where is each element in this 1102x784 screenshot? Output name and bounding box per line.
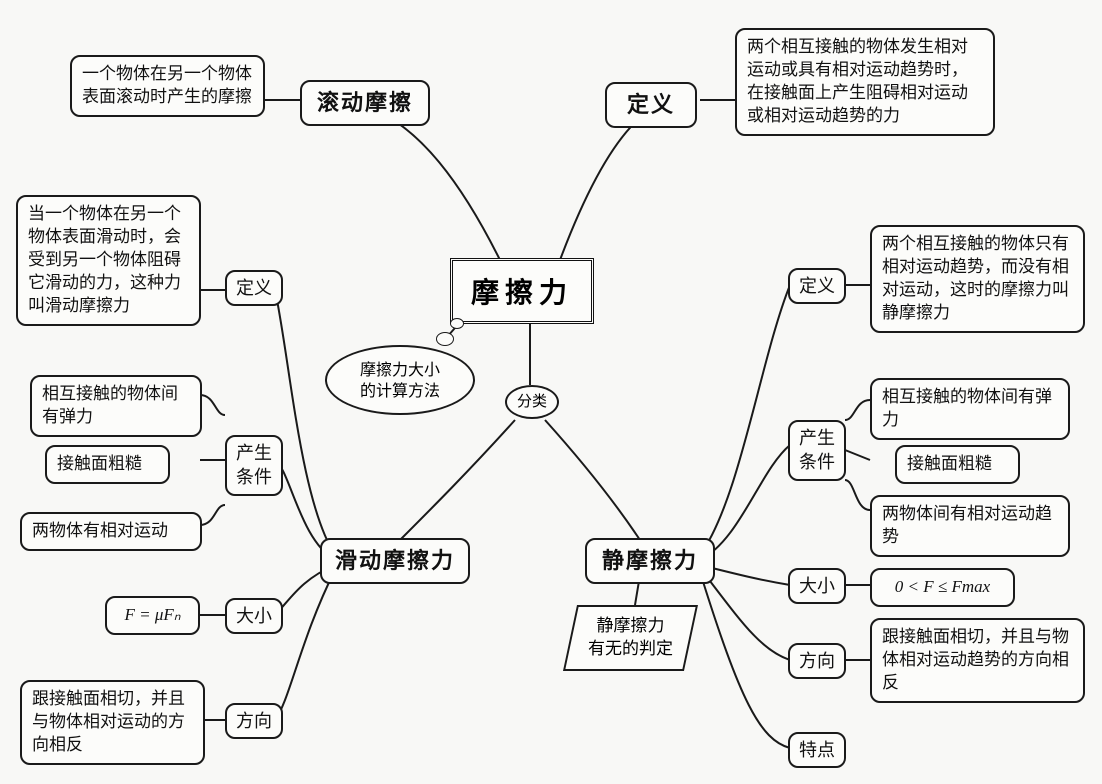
static-cond-item-1: 接触面粗糙 (895, 445, 1020, 484)
static-cond-item-2: 两物体间有相对运动趋势 (870, 495, 1070, 557)
sliding-mag-label: 大小 (225, 598, 283, 634)
sliding-mag-formula: F = μFₙ (105, 596, 200, 635)
mindmap-canvas: 摩擦力 摩擦力大小 的计算方法 分类 定义 两个相互接触的物体发生相对运动或具有… (0, 0, 1102, 784)
static-mag-label: 大小 (788, 568, 846, 604)
center-node: 摩擦力 (450, 258, 594, 324)
sliding-cond-item-0: 相互接触的物体间有弹力 (30, 375, 202, 437)
sliding-dir-body: 跟接触面相切，并且与物体相对运动的方向相反 (20, 680, 205, 765)
static-judge-text: 静摩擦力 有无的判定 (588, 615, 673, 661)
static-judge: 静摩擦力 有无的判定 (563, 605, 698, 671)
static-dir-label: 方向 (788, 643, 846, 679)
static-cond-item-0: 相互接触的物体间有弹力 (870, 378, 1070, 440)
sliding-cond-item-2: 两物体有相对运动 (20, 512, 202, 551)
rolling-body: 一个物体在另一个物体表面滚动时产生的摩擦 (70, 55, 265, 117)
sliding-def-label: 定义 (225, 270, 283, 306)
static-cond-label: 产生 条件 (788, 420, 846, 481)
sliding-cond-item-1: 接触面粗糙 (45, 445, 170, 484)
definition-body: 两个相互接触的物体发生相对运动或具有相对运动趋势时，在接触面上产生阻碍相对运动或… (735, 28, 995, 136)
static-def-label: 定义 (788, 268, 846, 304)
thought-bubble: 摩擦力大小 的计算方法 (325, 345, 475, 415)
static-node: 静摩擦力 (585, 538, 715, 584)
static-mag-formula: 0 < F ≤ Fmax (870, 568, 1015, 607)
rolling-node: 滚动摩擦 (300, 80, 430, 126)
sliding-node: 滑动摩擦力 (320, 538, 470, 584)
thought-dot-2 (436, 332, 454, 346)
thought-text: 摩擦力大小 的计算方法 (360, 362, 440, 400)
static-feature-label: 特点 (788, 732, 846, 768)
classify-node: 分类 (505, 385, 559, 419)
sliding-dir-label: 方向 (225, 703, 283, 739)
sliding-def-body: 当一个物体在另一个物体表面滑动时，会受到另一个物体阻碍它滑动的力，这种力叫滑动摩… (16, 195, 201, 326)
sliding-cond-label: 产生 条件 (225, 435, 283, 496)
static-dir-body: 跟接触面相切，并且与物体相对运动趋势的方向相反 (870, 618, 1085, 703)
thought-dot-1 (450, 318, 464, 329)
definition-node: 定义 (605, 82, 697, 128)
static-def-body: 两个相互接触的物体只有相对运动趋势，而没有相对运动，这时的摩擦力叫静摩擦力 (870, 225, 1085, 333)
